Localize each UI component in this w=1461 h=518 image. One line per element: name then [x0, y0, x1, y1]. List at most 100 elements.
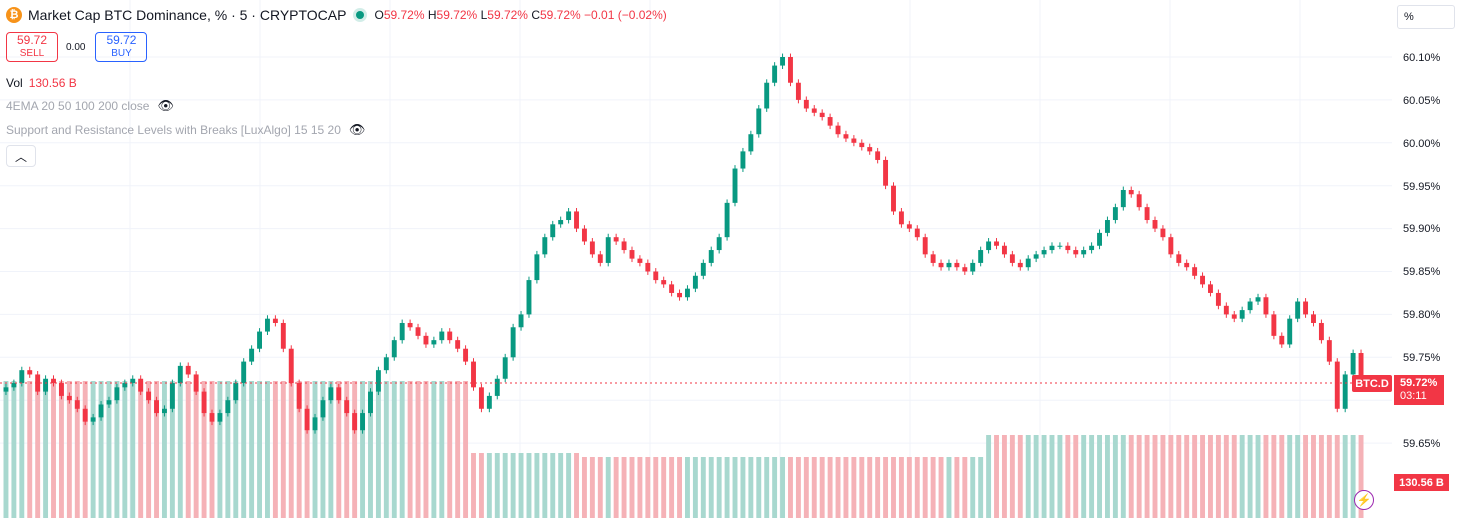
candle-body — [431, 340, 437, 345]
volume-legend[interactable]: Vol 130.56 B — [6, 76, 77, 90]
candle-body — [1128, 189, 1134, 195]
candle-body — [209, 413, 215, 422]
volume-bar — [66, 381, 72, 518]
eye-hidden-icon[interactable]: 👁 — [348, 122, 366, 137]
candle-body — [1152, 220, 1158, 229]
candle-body — [1017, 262, 1023, 268]
candle-body — [629, 250, 635, 259]
volume-bar — [859, 457, 865, 518]
volume-bar — [883, 457, 889, 518]
candle-body — [851, 138, 857, 143]
candle-body — [217, 413, 223, 422]
candle-body — [1326, 340, 1332, 362]
volume-bar — [978, 457, 984, 518]
volume-bar — [169, 381, 175, 518]
candle-body — [954, 262, 960, 268]
volume-bar — [328, 381, 334, 518]
volume-bar — [811, 457, 817, 518]
candle-body — [922, 237, 928, 255]
volume-bar — [1200, 435, 1206, 518]
candle-body — [740, 151, 746, 169]
volume-bar — [653, 457, 659, 518]
candle-body — [304, 408, 310, 431]
volume-bar — [344, 381, 350, 518]
symbol-price-tag: BTC.D — [1352, 375, 1392, 392]
candle-body — [875, 151, 881, 160]
candle-body — [383, 357, 389, 371]
volume-bar — [1326, 435, 1332, 518]
candle-body — [1097, 232, 1102, 246]
candle-body — [35, 374, 41, 392]
volume-bar — [645, 457, 651, 518]
volume-bar — [1279, 435, 1285, 518]
candle-body — [1350, 353, 1356, 375]
volume-bar — [423, 381, 429, 518]
candle-body — [645, 262, 651, 272]
volume-bar — [803, 457, 809, 518]
volume-bar — [1009, 435, 1015, 518]
volume-bar — [716, 457, 722, 518]
volume-bar — [1144, 435, 1150, 518]
volume-bar — [43, 381, 49, 518]
candle-body — [859, 142, 865, 148]
candle-body — [233, 383, 239, 401]
volume-bar — [1176, 435, 1182, 518]
candle-body — [898, 211, 904, 225]
buy-button[interactable]: 59.72 BUY — [95, 32, 148, 62]
candle-body — [1168, 237, 1174, 255]
indicator-ema[interactable]: 4EMA 20 50 100 200 close 👁 — [6, 98, 174, 113]
volume-bar — [1104, 435, 1110, 518]
price-tick: 59.65% — [1403, 438, 1441, 450]
indicator-support-resistance[interactable]: Support and Resistance Levels with Break… — [6, 122, 366, 137]
candle-body — [597, 254, 603, 263]
volume-bar — [574, 453, 579, 518]
candle-body — [1342, 374, 1348, 409]
candle-body — [613, 237, 619, 242]
symbol-title[interactable]: Market Cap BTC Dominance, % · 5 · CRYPTO… — [28, 7, 347, 23]
candle-body — [360, 413, 366, 431]
volume-bar — [597, 457, 603, 518]
sell-button[interactable]: 59.72 SELL — [6, 32, 58, 62]
volume-bar — [360, 381, 366, 518]
volume-bar — [249, 381, 255, 518]
candle-body — [1025, 258, 1031, 268]
candle-body — [772, 65, 778, 83]
volume-tag: 130.56 B — [1394, 474, 1449, 491]
candle-body — [336, 387, 342, 401]
candle-body — [423, 335, 429, 345]
bitcoin-logo-icon: ₿ — [6, 7, 22, 23]
candle-body — [1184, 262, 1190, 268]
candle-body — [177, 365, 183, 384]
candle-body — [241, 361, 247, 384]
candle-body — [637, 258, 643, 263]
eye-hidden-icon[interactable]: 👁 — [157, 98, 174, 113]
candle-body — [756, 108, 762, 135]
volume-bar — [566, 453, 572, 518]
chart-legend: ₿ Market Cap BTC Dominance, % · 5 · CRYP… — [6, 7, 667, 23]
volume-bar — [455, 381, 461, 518]
candle-body — [1073, 250, 1079, 255]
volume-bar — [90, 381, 96, 518]
volume-bar — [661, 457, 667, 518]
volume-bar — [415, 381, 421, 518]
volume-bar — [146, 381, 152, 518]
candle-body — [407, 322, 413, 328]
candle-body — [265, 318, 270, 332]
volume-bar — [930, 457, 936, 518]
market-open-status-icon[interactable] — [356, 11, 365, 19]
volume-bar — [1311, 435, 1316, 518]
candle-body — [352, 413, 358, 431]
candle-body — [653, 271, 659, 281]
percent-scale-button[interactable]: % — [1397, 5, 1455, 29]
candle-body — [114, 387, 120, 401]
volume-bar — [677, 457, 682, 518]
volume-bar — [1081, 435, 1087, 518]
volume-bar — [621, 457, 627, 518]
collapse-legend-button[interactable]: ︿ — [6, 145, 36, 167]
candlesticks — [3, 53, 1364, 434]
trade-buttons: 59.72 SELL 0.00 59.72 BUY — [6, 32, 148, 62]
candle-body — [296, 383, 302, 409]
volume-bar — [685, 457, 690, 518]
lightning-icon[interactable]: ⚡ — [1354, 490, 1374, 510]
